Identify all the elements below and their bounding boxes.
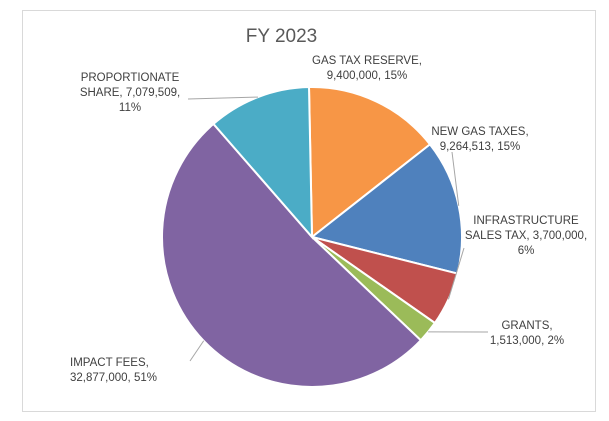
chart-title: FY 2023 [245, 26, 318, 47]
pie-slice-gas-tax-reserve [307, 86, 432, 240]
leader-line-new-gas-taxes [451, 151, 460, 206]
data-label-gas-tax-reserve: GAS TAX RESERVE, 9,400,000, 15% [312, 55, 422, 82]
data-label-new-gas-taxes: NEW GAS TAXES, 9,264,513, 15% [431, 126, 529, 153]
leader-line-impact-fees [189, 340, 205, 362]
pie-slice-proportionate-share [212, 86, 314, 240]
leader-line-infrastructure-sales-tax [447, 247, 465, 300]
data-label-infrastructure-sales-tax: INFRASTRUCTURE SALES TAX, 3,700,000, 6% [464, 215, 588, 257]
data-label-proportionate-share: PROPORTIONATE SHARE, 7,079,509, 11% [79, 72, 181, 114]
leader-line-proportionate-share [187, 96, 258, 100]
data-label-impact-fees: IMPACT FEES, 32,877,000, 51% [70, 357, 157, 384]
data-label-grants: GRANTS, 1,513,000, 2% [489, 320, 565, 347]
